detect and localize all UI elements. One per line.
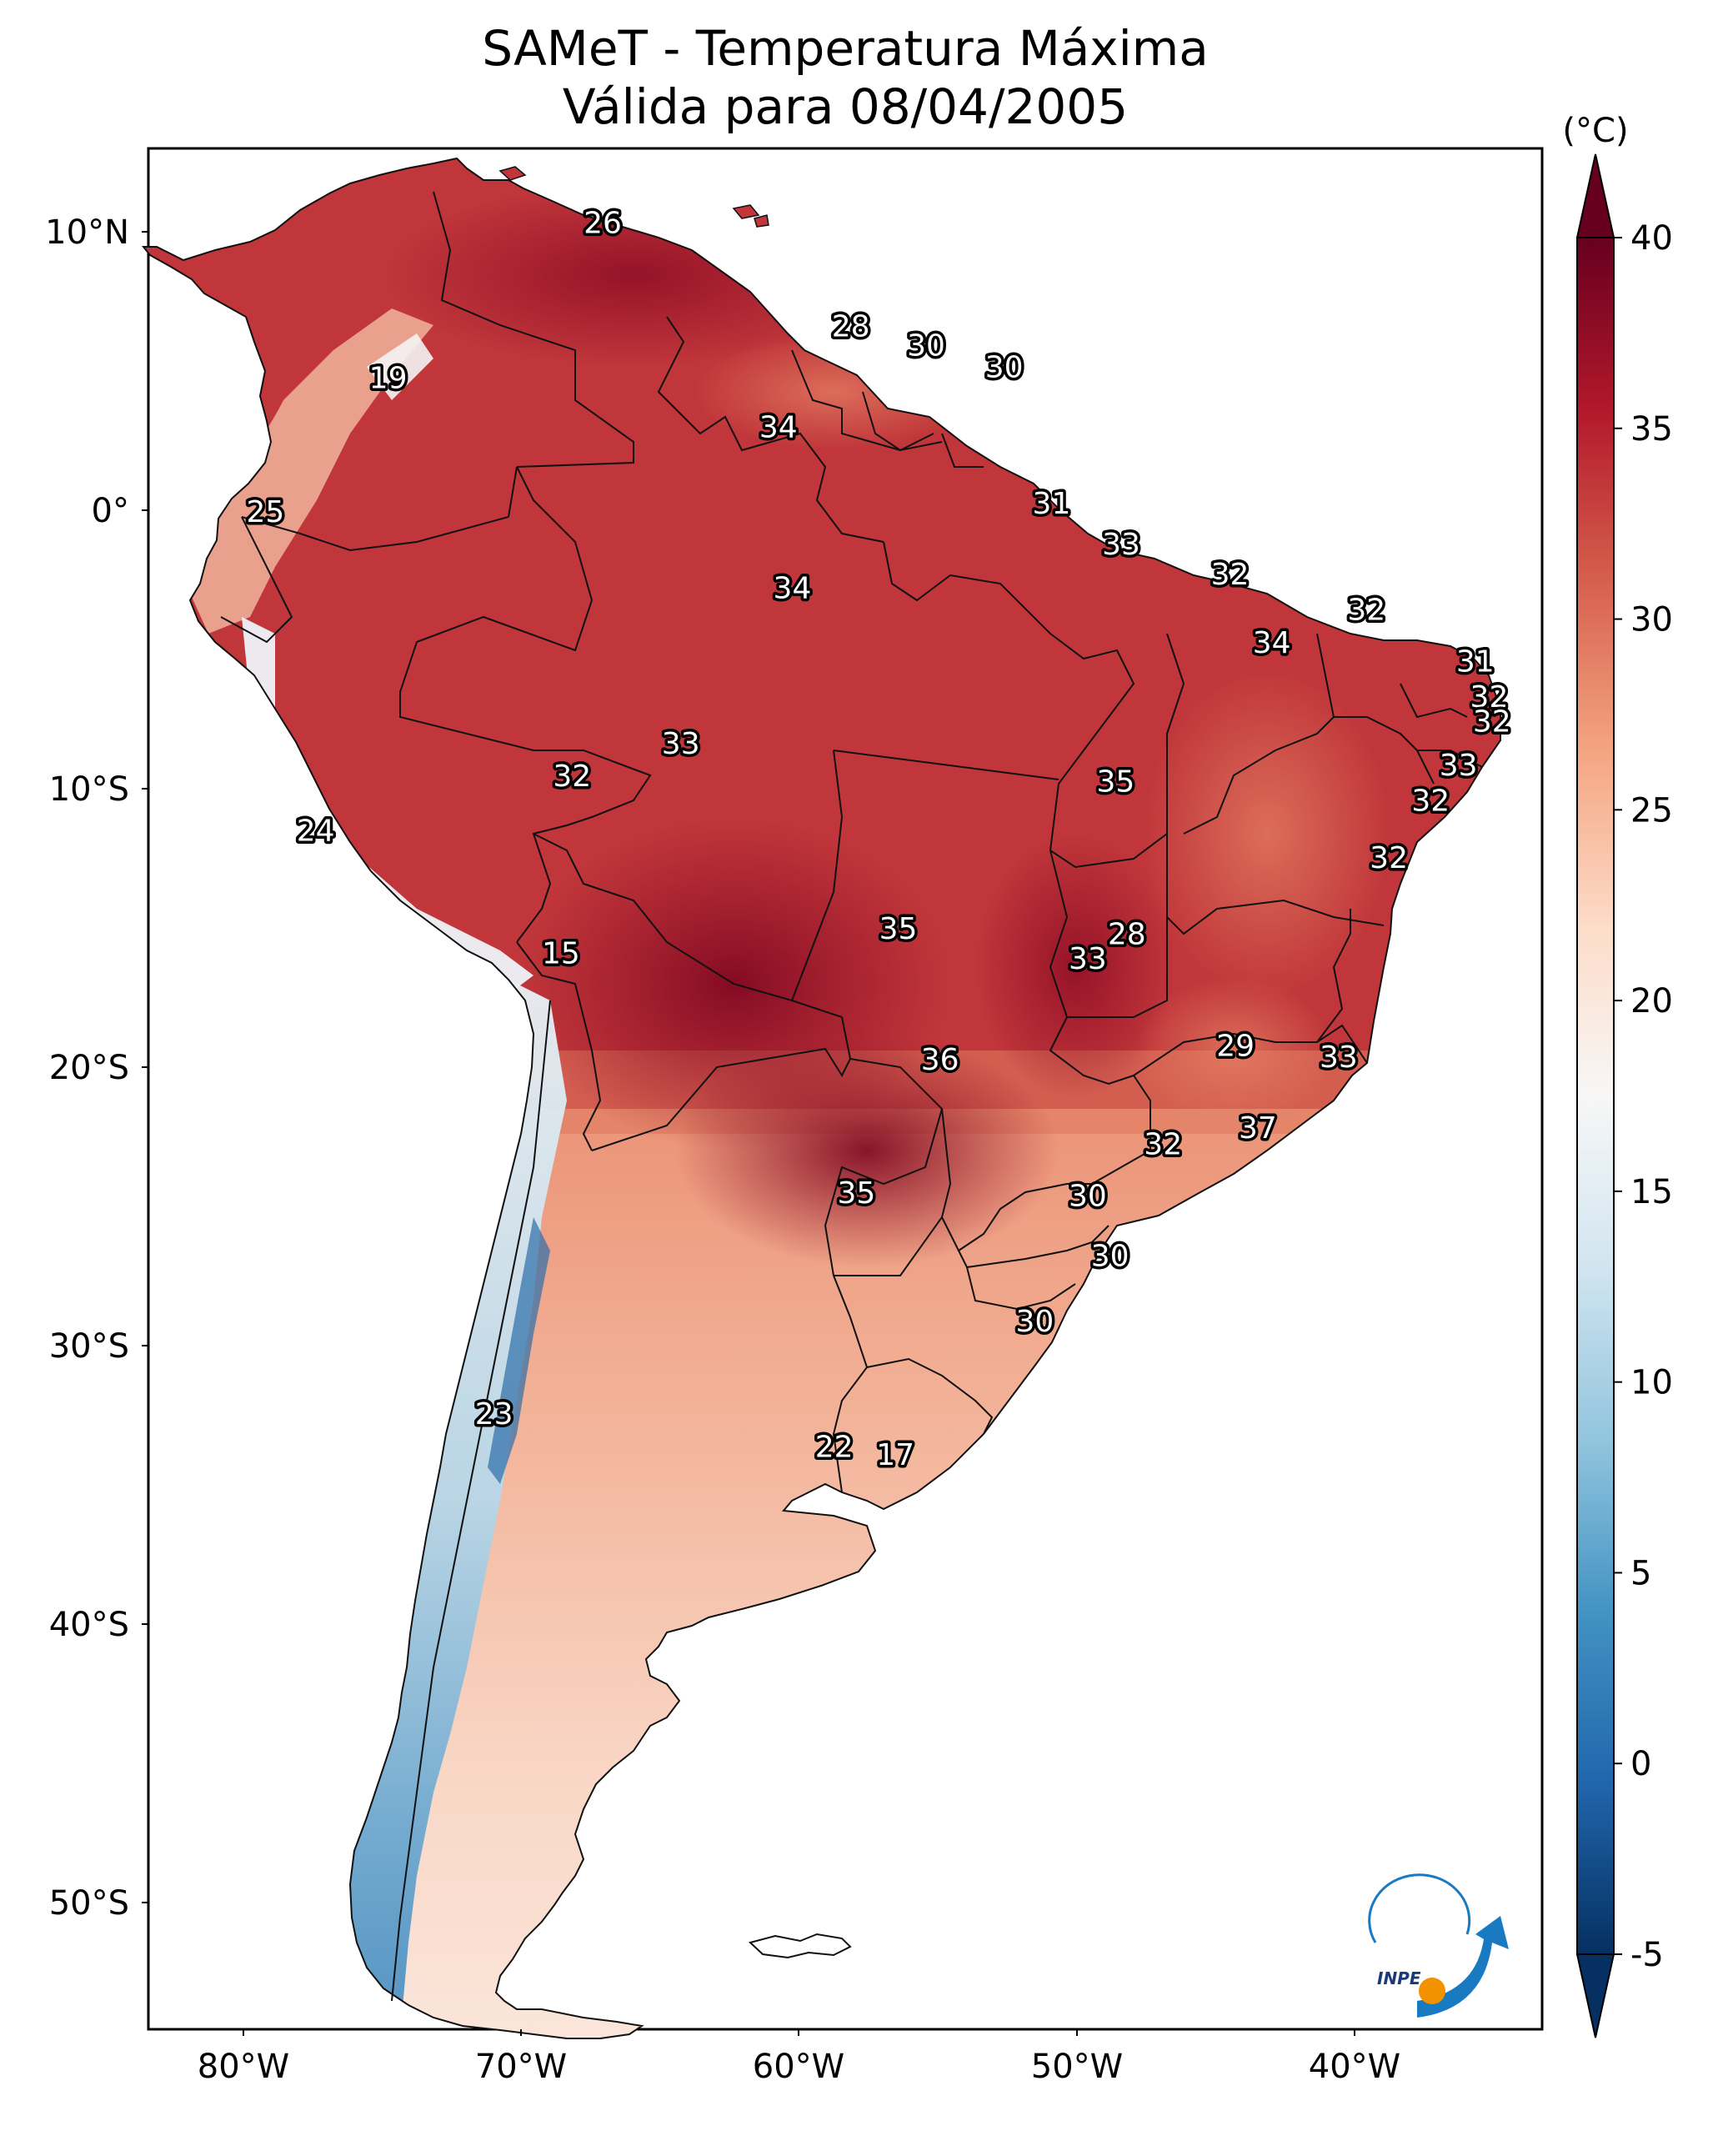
station-value-label: 33 [662, 727, 700, 761]
falkland-islands [748, 1933, 852, 1959]
logo-text: INPE [1377, 1968, 1421, 1988]
lat-tick-label: 20°S [49, 1049, 129, 1087]
colorbar-tick-label: 0 [1630, 1745, 1651, 1783]
station-value-label: 33 [1320, 1040, 1358, 1075]
station-value-label: 36 [921, 1043, 959, 1077]
country-borders [220, 191, 1483, 2002]
colorbar-tick-label: 15 [1630, 1173, 1673, 1211]
station-value-label: 19 [369, 362, 408, 396]
colorbar-extend-max [1575, 153, 1615, 238]
station-value-label: 32 [1144, 1127, 1182, 1161]
station-value-label: 35 [1096, 765, 1134, 800]
station-value-label: 30 [985, 351, 1024, 385]
station-value-label: 24 [297, 814, 335, 848]
colorbar-bar [1576, 237, 1615, 1955]
colorbar-extend-min [1575, 1953, 1615, 2038]
station-value-label: 35 [879, 912, 918, 946]
station-value-label: 31 [1456, 645, 1495, 679]
lon-tick-label: 60°W [753, 2048, 844, 2086]
station-value-label: 34 [759, 410, 798, 444]
station-value-label: 31 [1033, 487, 1071, 521]
station-value-label: 28 [832, 310, 870, 344]
colorbar: (°C) 40 35 30 25 20 15 10 5 0 -5 [1562, 112, 1673, 2038]
station-value-label: 30 [1069, 1180, 1107, 1214]
station-value-label: 32 [1211, 558, 1250, 592]
colorbar-tick-label: 35 [1630, 410, 1673, 449]
station-value-label: 22 [815, 1430, 854, 1464]
station-value-label: 32 [1470, 680, 1509, 714]
station-value-label: 25 [247, 495, 285, 529]
station-value-label: 32 [1411, 784, 1450, 818]
station-value-label: 32 [1370, 841, 1408, 875]
logo-sun-icon [1419, 1978, 1445, 2004]
station-value-label: 34 [774, 571, 812, 605]
lon-tick-label: 50°W [1031, 2048, 1123, 2086]
station-value-label: 29 [1216, 1030, 1255, 1064]
station-value-label: 30 [1091, 1239, 1129, 1273]
colorbar-tick-label: -5 [1630, 1936, 1664, 1974]
chart-title-line1: SAMeT - Temperatura Máxima [482, 20, 1209, 77]
station-value-label: 37 [1239, 1111, 1277, 1146]
station-value-label: 28 [1108, 918, 1146, 952]
colorbar-tick-label: 20 [1630, 982, 1673, 1020]
caribbean-islands [498, 166, 769, 228]
colorbar-tick-label: 5 [1630, 1554, 1651, 1592]
station-value-label: 32 [1347, 594, 1385, 628]
station-value-label: 30 [907, 328, 945, 363]
logo-arrow-icon [1417, 1916, 1509, 2018]
colorbar-tick-label: 40 [1630, 219, 1673, 258]
inpe-logo: INPE [1368, 1873, 1509, 2018]
station-value-label: 32 [1473, 705, 1511, 740]
station-value-label: 34 [1253, 626, 1291, 660]
station-value-label: 30 [1015, 1305, 1054, 1339]
station-value-label: 35 [837, 1176, 875, 1211]
lat-tick-label: 10°N [45, 213, 129, 252]
colorbar-tick-label: 30 [1630, 601, 1673, 639]
chart-title-line2: Válida para 08/04/2005 [563, 78, 1128, 135]
logo-orbit [1368, 1873, 1471, 1943]
colorbar-unit: (°C) [1562, 112, 1628, 150]
lat-tick-label: 30°S [49, 1327, 129, 1366]
lat-tick-label: 50°S [49, 1884, 129, 1923]
lon-tick-label: 70°W [475, 2048, 567, 2086]
station-value-label: 33 [1069, 942, 1107, 976]
longitude-axis: 80°W 70°W 60°W 50°W 40°W [198, 2029, 1400, 2086]
colorbar-tick-label: 10 [1630, 1364, 1673, 1402]
lat-tick-label: 40°S [49, 1606, 129, 1644]
lon-tick-label: 40°W [1309, 2048, 1400, 2086]
station-value-label: 33 [1440, 749, 1478, 783]
station-value-label: 23 [475, 1397, 513, 1431]
lat-tick-label: 10°S [49, 770, 129, 809]
colorbar-tick-label: 25 [1630, 791, 1673, 830]
station-value-label: 32 [553, 760, 591, 794]
station-value-label: 26 [584, 206, 622, 240]
latitude-axis: 10°N 0° 10°S 20°S 30°S 40°S 50°S [45, 213, 148, 1923]
lat-tick-label: 0° [92, 492, 129, 530]
station-value-label: 15 [542, 937, 580, 971]
station-value-label: 33 [1102, 528, 1140, 562]
station-value-label: 17 [876, 1438, 914, 1472]
lon-tick-label: 80°W [198, 2048, 289, 2086]
